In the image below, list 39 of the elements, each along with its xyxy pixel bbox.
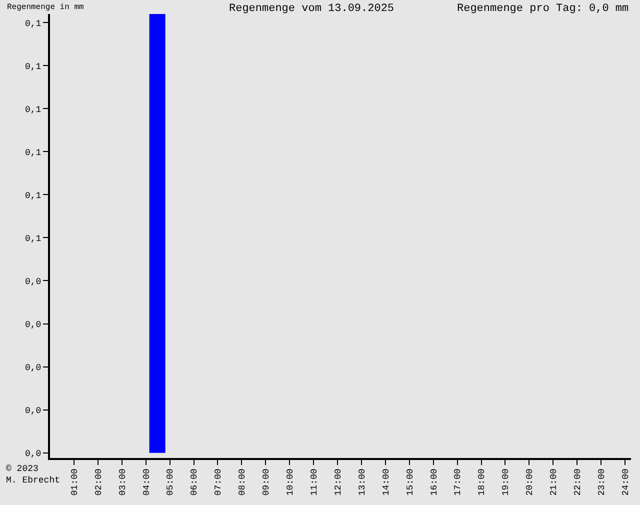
x-tick-label: 02:00 (94, 468, 104, 496)
x-tick-label: 16:00 (429, 468, 440, 496)
x-tick-label: 07:00 (214, 468, 224, 496)
annotation: Regenmenge pro Tag: 0,0 mm (457, 3, 630, 15)
x-tick-label: 17:00 (453, 468, 464, 496)
x-tick-label: 04:00 (142, 468, 152, 496)
y-tick-label: 0,0 (24, 406, 42, 416)
y-tick-label: 0,1 (24, 148, 42, 158)
x-tick-label: 10:00 (286, 468, 296, 496)
x-tick-label: 05:00 (166, 468, 176, 496)
y-tick-label: 0,1 (24, 18, 42, 29)
x-tick-label: 14:00 (381, 468, 392, 496)
y-axis-title: Regenmenge in mm (7, 3, 84, 12)
x-tick-label: 15:00 (405, 468, 416, 496)
x-tick-label: 23:00 (596, 468, 607, 496)
x-tick-label: 03:00 (118, 468, 128, 496)
text: © 2023 M. Ebrecht (6, 464, 60, 486)
x-tick-label: 06:00 (190, 468, 200, 496)
x-tick-label: 18:00 (477, 468, 488, 496)
y-tick-label: 0,1 (24, 62, 42, 72)
y-tick-label: 0,0 (24, 448, 42, 459)
x-tick-label: 01:00 (70, 468, 80, 496)
x-tick-label: 22:00 (573, 468, 584, 496)
y-tick-label: 0,0 (24, 320, 42, 330)
x-tick-label: 08:00 (238, 468, 248, 496)
y-tick-label: 0,0 (24, 276, 42, 287)
x-tick-label: 12:00 (333, 468, 344, 496)
y-tick-label: 0,1 (24, 190, 42, 201)
x-tick-label: 19:00 (501, 468, 512, 496)
x-tick-label: 24:00 (620, 468, 631, 496)
y-tick-label: 0,1 (24, 234, 42, 244)
x-tick-label: 11:00 (309, 468, 320, 496)
y-tick-label: 0,0 (24, 362, 42, 373)
x-tick-label: 21:00 (549, 468, 560, 496)
x-tick-label: 13:00 (357, 468, 368, 496)
y-tick-label: 0,1 (24, 104, 42, 115)
chart-title: Regenmenge vom 13.09.2025 (229, 3, 394, 15)
x-tick-label: 09:00 (262, 468, 272, 496)
x-tick-label: 20:00 (525, 468, 536, 496)
